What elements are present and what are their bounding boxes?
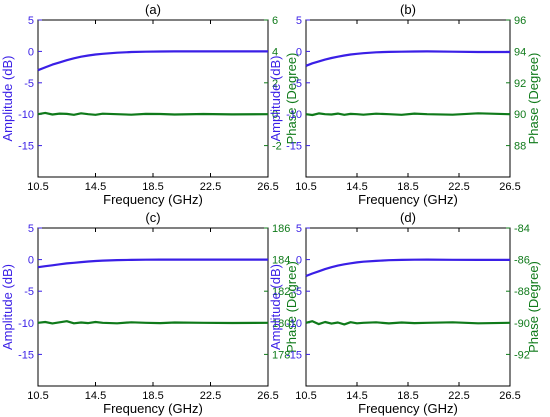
y-left-tick-label: 0 (296, 255, 302, 267)
y-left-axis-label: Amplitude (dB) (0, 264, 15, 350)
y-right-tick-label: -90 (514, 318, 530, 330)
plot-frame (305, 227, 511, 387)
x-tick-label: 14.5 (85, 181, 106, 193)
y-left-axis-label: Amplitude (dB) (268, 56, 283, 142)
y-left-tick-label: 5 (296, 15, 302, 27)
y-right-tick-label: -86 (514, 255, 530, 267)
x-tick-label: 18.5 (397, 181, 418, 193)
amplitude-line (305, 258, 510, 278)
plot-frame (37, 19, 269, 178)
y-left-tick-label: 5 (296, 223, 302, 235)
y-left-tick-label: 5 (28, 15, 34, 27)
y-right-tick-label: 0 (272, 109, 278, 121)
y-left-tick-label: -10 (286, 109, 302, 121)
y-right-tick-label: 4 (272, 46, 278, 58)
y-left-tick-label: 0 (296, 46, 302, 58)
y-right-axis-label: Phase (Degree) (284, 261, 299, 353)
x-tick-label: 14.5 (85, 390, 106, 402)
y-left-tick-label: -10 (286, 318, 302, 330)
amplitude-line (305, 50, 510, 67)
y-left-tick-label: -5 (292, 78, 302, 90)
x-axis-label: Frequency (GHz) (358, 401, 458, 416)
y-left-tick-label: 5 (28, 223, 34, 235)
phase-line (37, 320, 269, 325)
phase-line (37, 111, 269, 116)
x-tick-label: 10.5 (295, 390, 316, 402)
y-right-tick-label: 96 (514, 15, 526, 27)
chart-title: (c) (145, 210, 160, 225)
y-right-axis-label: Phase (Degree) (526, 53, 541, 145)
y-right-tick-label: 178 (272, 349, 290, 361)
y-left-tick-label: -10 (18, 318, 34, 330)
y-right-tick-label: 182 (272, 286, 290, 298)
phase-line (305, 112, 511, 117)
y-left-tick-label: -15 (18, 349, 34, 361)
chart-title: (d) (400, 210, 416, 225)
y-right-axis-label: Phase (Degree) (284, 53, 299, 145)
amplitude-line (37, 258, 268, 269)
x-tick-label: 22.5 (200, 390, 221, 402)
x-tick-label: 26.5 (499, 181, 520, 193)
y-left-tick-label: -15 (286, 349, 302, 361)
chart-title: (a) (145, 2, 161, 17)
y-right-axis-label: Phase (Degree) (526, 261, 541, 353)
y-left-tick-label: -5 (292, 286, 302, 298)
y-right-tick-label: -84 (514, 223, 530, 235)
x-tick-label: 26.5 (257, 390, 278, 402)
y-left-tick-label: -5 (24, 78, 34, 90)
y-right-tick-label: 88 (514, 141, 526, 153)
y-left-axis-label: Amplitude (dB) (0, 56, 15, 142)
chart-panel-4: 10.5 14.5 18.5 22.5 26.5 -15 -10 -5 0 5 -92 -90 -88 -… (268, 210, 541, 416)
x-tick-label: 26.5 (257, 181, 278, 193)
y-left-tick-label: -15 (18, 141, 34, 153)
y-left-tick-label: -15 (286, 141, 302, 153)
x-tick-label: 22.5 (448, 181, 469, 193)
y-right-tick-label: 92 (514, 78, 526, 90)
y-right-tick-label: -88 (514, 286, 530, 298)
x-tick-label: 10.5 (27, 390, 48, 402)
chart-panel-3: 10.5 14.5 18.5 22.5 26.5 -15 -10 -5 0 5 178 180 182 1… (0, 210, 299, 416)
phase-line (305, 320, 511, 326)
y-left-tick-label: -5 (24, 286, 34, 298)
x-tick-label: 10.5 (27, 181, 48, 193)
y-left-tick-label: 0 (28, 255, 34, 267)
y-right-tick-label: 180 (272, 318, 290, 330)
amplitude-line (37, 50, 268, 72)
x-axis-label: Frequency (GHz) (103, 401, 203, 416)
x-tick-label: 22.5 (448, 390, 469, 402)
y-right-tick-label: 186 (272, 223, 290, 235)
x-tick-label: 22.5 (200, 181, 221, 193)
y-right-tick-label: -2 (272, 141, 282, 153)
x-tick-label: 18.5 (142, 181, 163, 193)
chart-title: (b) (400, 2, 416, 17)
plot-frame (37, 227, 269, 387)
chart-panel-1: 10.5 14.5 18.5 22.5 26.5 -15 -10 -5 0 5 -2 0 2 4 6 (a) F… (0, 2, 299, 207)
y-right-tick-label: 90 (514, 109, 526, 121)
y-right-tick-label: 2 (272, 78, 278, 90)
x-tick-label: 18.5 (142, 390, 163, 402)
y-left-axis-label: Amplitude (dB) (268, 264, 283, 350)
x-tick-label: 18.5 (397, 390, 418, 402)
x-axis-label: Frequency (GHz) (358, 192, 458, 207)
y-right-tick-label: -92 (514, 349, 530, 361)
x-axis-label: Frequency (GHz) (103, 192, 203, 207)
y-right-tick-label: 184 (272, 255, 290, 267)
y-left-tick-label: -10 (18, 109, 34, 121)
plot-frame (305, 19, 511, 178)
y-left-tick-label: 0 (28, 46, 34, 58)
x-tick-label: 14.5 (346, 181, 367, 193)
chart-panel-2: 10.5 14.5 18.5 22.5 26.5 -15 -10 -5 0 5 88 90 92 94 96… (268, 2, 541, 207)
y-right-tick-label: 6 (272, 15, 278, 27)
y-right-tick-label: 94 (514, 46, 526, 58)
x-tick-label: 10.5 (295, 181, 316, 193)
x-tick-label: 26.5 (499, 390, 520, 402)
x-tick-label: 14.5 (346, 390, 367, 402)
